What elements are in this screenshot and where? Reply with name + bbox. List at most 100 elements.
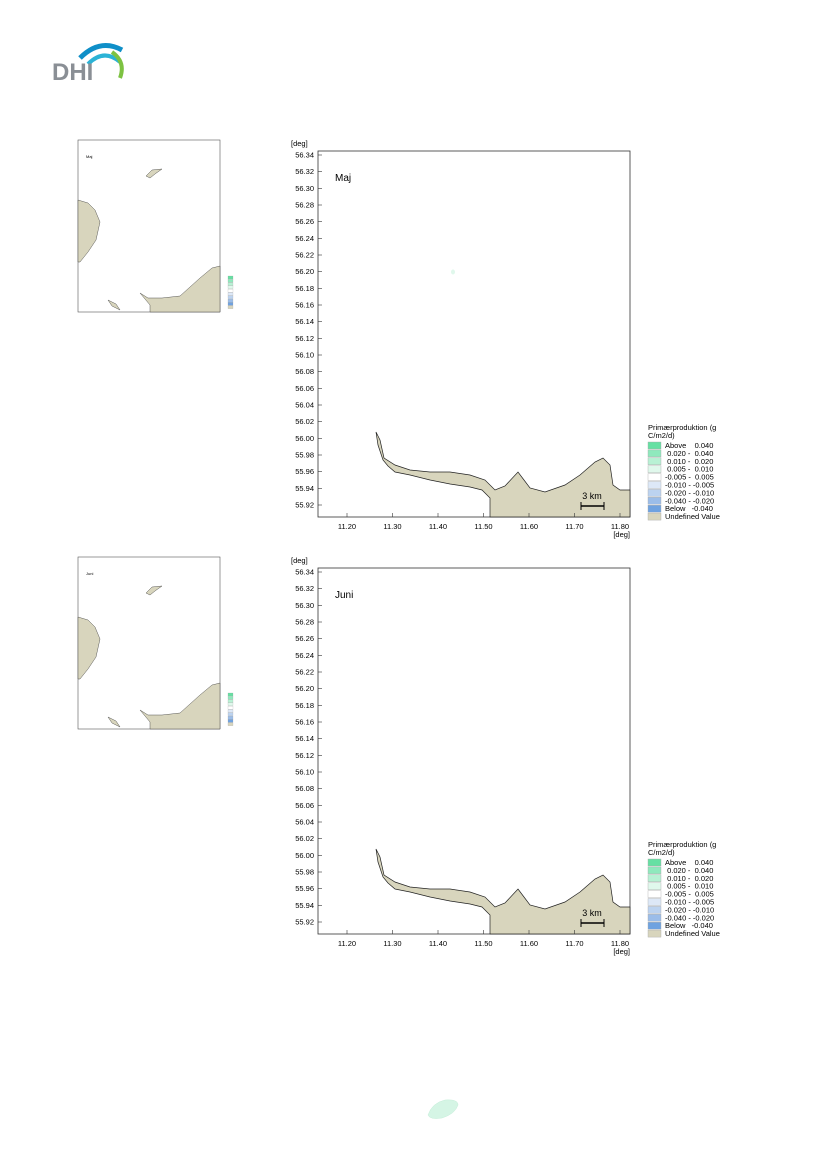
- x-tick-label: 11.40: [429, 522, 447, 531]
- y-tick-label: 56.32: [295, 584, 314, 593]
- x-tick-label: 11.20: [338, 522, 356, 531]
- y-tick-label: 56.28: [295, 201, 314, 210]
- legend-swatch: [647, 441, 662, 450]
- thumbnail-legend-swatch: [227, 712, 234, 716]
- thumbnail-legend-swatch: [227, 299, 234, 303]
- legend-swatch: [647, 505, 662, 513]
- thumbnail-land: [145, 585, 163, 596]
- legend-swatch: [647, 906, 662, 914]
- legend-swatch: [647, 449, 662, 458]
- x-tick-label: 11.30: [383, 939, 401, 948]
- thumbnail-legend-swatch: [227, 285, 234, 289]
- thumbnail-legend-swatch: [227, 302, 234, 306]
- x-tick-label: 11.60: [520, 522, 538, 531]
- field-patch: [451, 269, 455, 275]
- thumbnail-legend-swatch: [227, 722, 234, 726]
- y-tick-label: 56.34: [295, 568, 314, 577]
- legend-swatch: [647, 866, 662, 875]
- y-tick-label: 56.12: [295, 751, 314, 760]
- legend-item: 0.020 - 0.040: [665, 449, 713, 458]
- legend-swatch: [647, 473, 662, 481]
- y-tick-label: 55.92: [295, 501, 314, 510]
- legend-item: Undefined Value: [665, 512, 720, 521]
- legend-item: -0.040 - -0.020: [665, 913, 714, 922]
- y-tick-label: 56.30: [295, 601, 314, 610]
- legend-item: 0.020 - 0.040: [665, 866, 713, 875]
- y-tick-label: 56.22: [295, 251, 314, 260]
- x-tick-label: 11.80: [611, 939, 629, 948]
- thumbnail-legend-swatch: [227, 692, 234, 697]
- y-tick-label: 56.14: [295, 734, 314, 743]
- y-tick-label: 56.26: [295, 634, 314, 643]
- y-tick-label: 56.12: [295, 334, 314, 343]
- y-tick-label: 56.18: [295, 284, 314, 293]
- y-unit: [deg]: [291, 139, 308, 148]
- legend-swatch: [647, 922, 662, 930]
- legend-item: Below -0.040: [665, 921, 713, 930]
- figure: Maj Maj [deg] [deg] 56.34 56.32 56.30 56.28 56.2…: [77, 139, 720, 539]
- thumbnail-land: [77, 199, 101, 263]
- x-tick-label: 11.50: [474, 939, 492, 948]
- thumbnail-legend-swatch: [227, 709, 234, 713]
- y-tick-label: 56.34: [295, 151, 314, 160]
- thumbnail-legend-swatch: [227, 719, 234, 723]
- legend-swatch: [647, 882, 662, 890]
- map-title: Juni: [335, 590, 353, 601]
- thumbnail-land: [107, 299, 121, 311]
- y-tick-label: 55.96: [295, 884, 314, 893]
- x-tick-label: 11.60: [520, 939, 538, 948]
- y-tick-label: 56.16: [295, 301, 314, 310]
- thumbnail-legend-swatch: [227, 282, 234, 286]
- y-tick-label: 56.04: [295, 818, 314, 827]
- map-frame: [317, 150, 631, 518]
- legend-item: Above 0.040: [665, 858, 713, 867]
- y-tick-label: 56.28: [295, 618, 314, 627]
- legend-item: 0.005 - 0.010: [665, 882, 713, 891]
- legend-item: -0.005 - 0.005: [665, 890, 714, 899]
- y-tick-label: 56.20: [295, 267, 314, 276]
- legend-title: C/m2/d): [648, 848, 675, 857]
- thumbnail-legend-swatch: [227, 275, 234, 280]
- legend-item: 0.010 - 0.020: [665, 457, 713, 466]
- x-unit: [deg]: [613, 947, 630, 956]
- thumbnail-legend-swatch: [227, 716, 234, 720]
- logo-arc: [110, 50, 124, 79]
- legend-swatch: [647, 874, 662, 882]
- x-tick-label: 11.70: [565, 522, 583, 531]
- legend-swatch: [647, 890, 662, 898]
- thumbnail-legend-swatch: [227, 289, 234, 293]
- x-tick-label: 11.70: [565, 939, 583, 948]
- legend-item: 0.005 - 0.010: [665, 465, 713, 474]
- map-title: Maj: [335, 173, 351, 184]
- scale-bar-label: 3 km: [582, 491, 602, 501]
- legend-item: Below -0.040: [665, 504, 713, 513]
- y-tick-label: 56.06: [295, 801, 314, 810]
- y-tick-label: 56.10: [295, 351, 314, 360]
- y-tick-label: 56.26: [295, 217, 314, 226]
- logo-arc: [78, 43, 124, 60]
- y-tick-label: 56.10: [295, 768, 314, 777]
- x-tick-label: 11.80: [611, 522, 629, 531]
- y-tick-label: 55.94: [295, 901, 314, 910]
- legend-item: -0.005 - 0.005: [665, 473, 714, 482]
- thumbnail-legend-swatch: [227, 696, 234, 700]
- legend-item: Undefined Value: [665, 929, 720, 938]
- logo-text: DHI: [52, 59, 93, 86]
- scale-bar-label: 3 km: [582, 908, 602, 918]
- thumbnail-legend-swatch: [227, 706, 234, 710]
- thumbnail-land: [77, 616, 101, 680]
- legend-title: Primærproduktion (g: [648, 840, 716, 849]
- thumbnail: Maj: [77, 139, 234, 313]
- y-tick-label: 56.00: [295, 851, 314, 860]
- x-tick-label: 11.20: [338, 939, 356, 948]
- y-tick-label: 55.98: [295, 868, 314, 877]
- x-unit: [deg]: [613, 530, 630, 539]
- y-tick-label: 56.16: [295, 718, 314, 727]
- y-tick-label: 56.08: [295, 367, 314, 376]
- y-tick-label: 56.32: [295, 167, 314, 176]
- y-tick-label: 56.02: [295, 417, 314, 426]
- legend-swatch: [647, 465, 662, 473]
- legend-swatch: [647, 898, 662, 906]
- legend-swatch: [647, 489, 662, 497]
- thumbnail-legend-swatch: [227, 305, 234, 309]
